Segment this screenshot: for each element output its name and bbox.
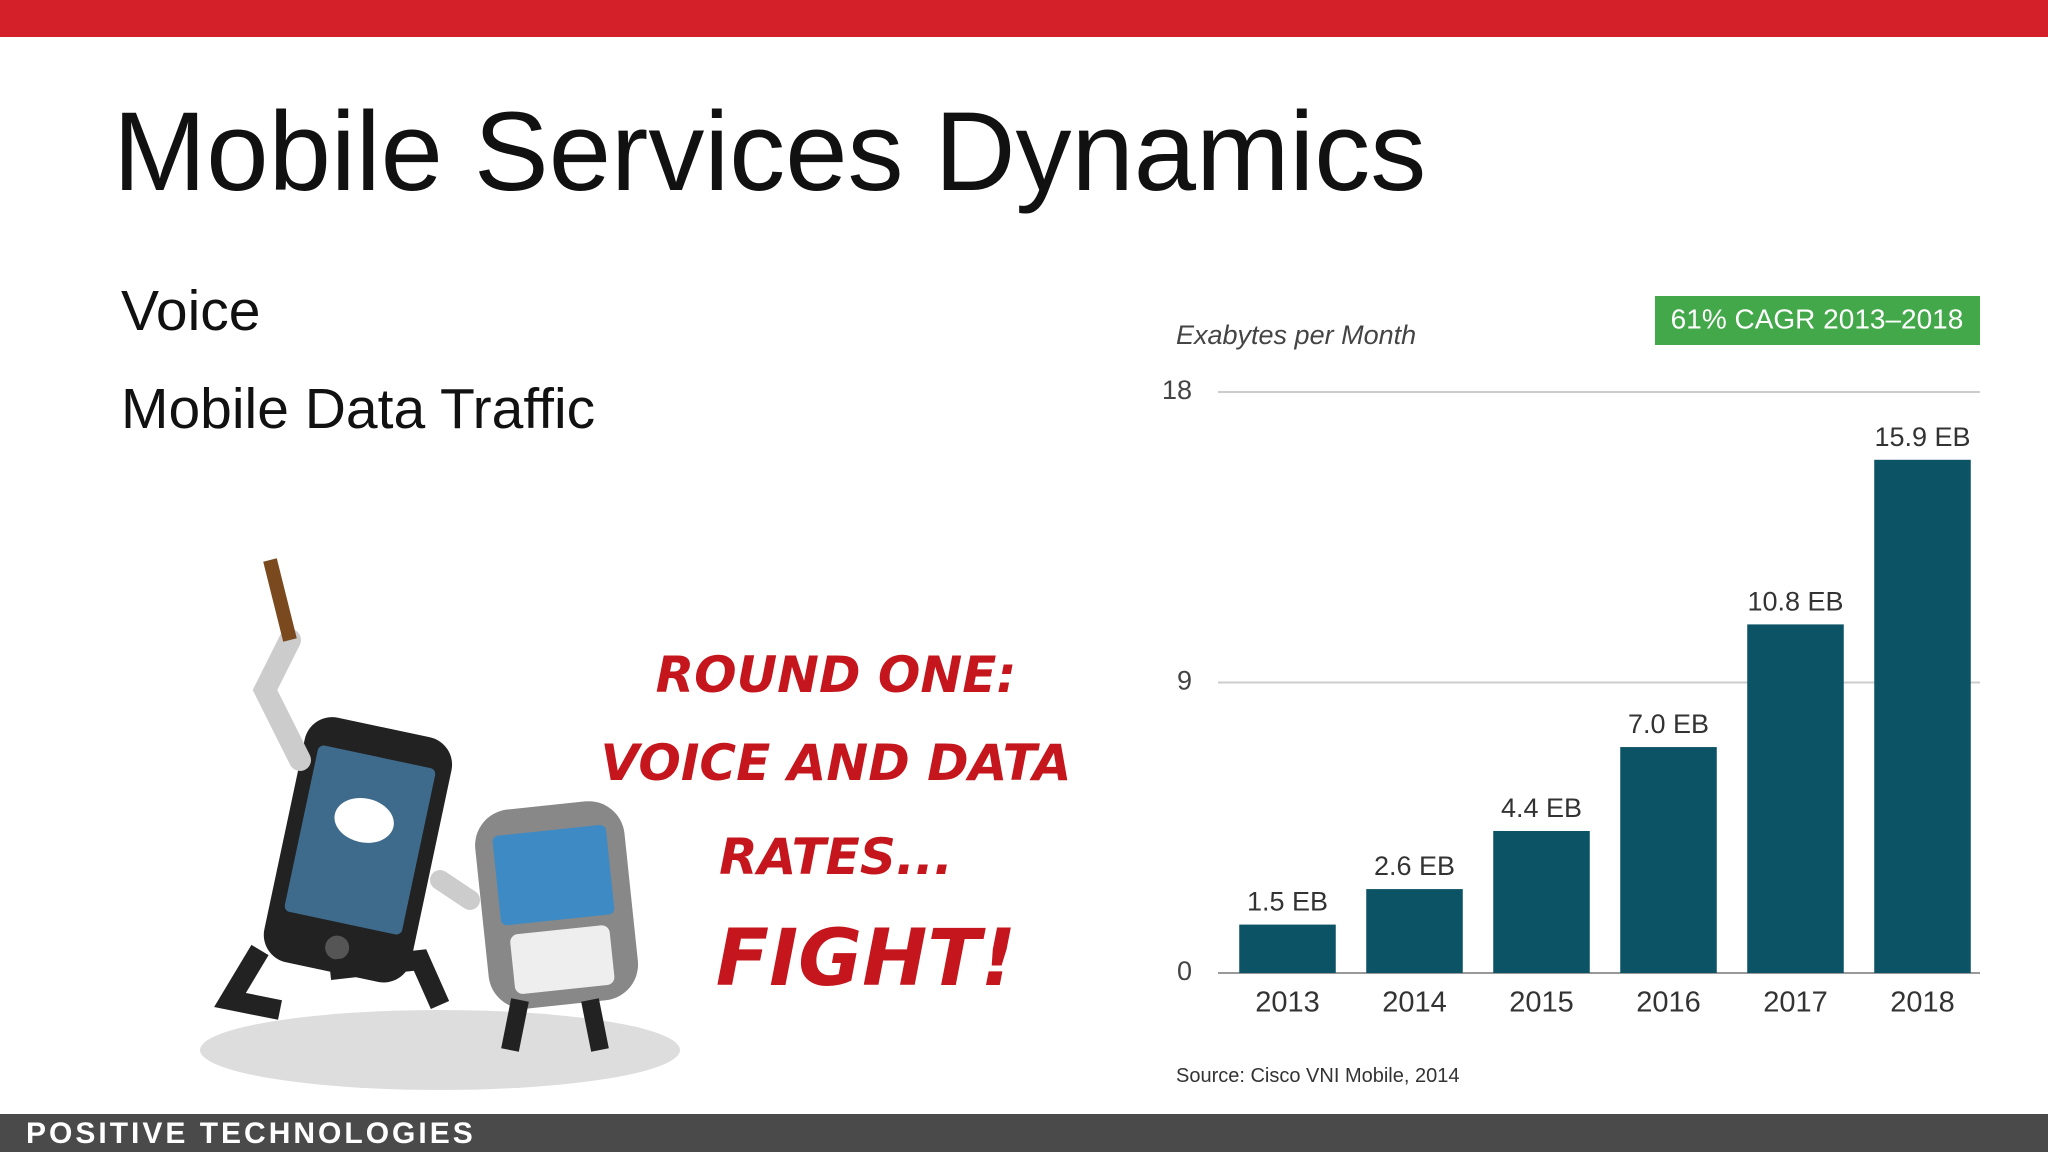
bar [1366, 889, 1463, 973]
source: Source: Cisco VNI Mobile, 2014 [1176, 1065, 1459, 1087]
x-tick-label: 2018 [1890, 987, 1955, 1019]
value-label: 15.9 EB [1874, 422, 1970, 452]
chart: Exabytes per Month 61% CAGR 2013–2018 So… [1162, 296, 1980, 1087]
bullet: Voice [121, 279, 260, 343]
value-label: 7.0 EB [1628, 709, 1709, 739]
x-tick-label: 2016 [1636, 987, 1701, 1019]
cartoon-text: FIGHT! [716, 914, 1016, 1004]
x-tick-label: 2015 [1509, 987, 1574, 1019]
y-tick-label: 0 [1177, 956, 1192, 986]
bar [1493, 830, 1590, 973]
cartoon: ROUND ONE: VOICE AND DATA RATES... FIGHT… [200, 558, 1072, 1090]
top-band [0, 0, 2048, 37]
bar [1874, 459, 1971, 973]
slide-title: Mobile Services Dynamics [113, 89, 1426, 214]
value-label: 4.4 EB [1501, 793, 1582, 823]
y-axis-label: Exabytes per Month [1176, 320, 1416, 350]
cartoon-text: ROUND ONE: [656, 646, 1017, 704]
footer-text: POSITIVE TECHNOLOGIES [26, 1117, 476, 1150]
x-tick-label: 2013 [1255, 987, 1320, 1019]
cartoon-text: VOICE AND DATA [601, 734, 1072, 792]
bar [1620, 747, 1717, 973]
y-tick-label: 18 [1162, 375, 1192, 405]
value-label: 1.5 EB [1247, 887, 1328, 917]
annotation: 61% CAGR 2013–2018 [1671, 303, 1964, 334]
value-label: 2.6 EB [1374, 851, 1455, 881]
x-tick-label: 2014 [1382, 987, 1447, 1019]
footer-band [0, 1114, 2048, 1152]
y-tick-label: 9 [1177, 666, 1192, 696]
x-tick-label: 2017 [1763, 987, 1828, 1019]
value-label: 10.8 EB [1747, 586, 1843, 616]
bar [1747, 624, 1844, 973]
cartoon-text: RATES... [719, 828, 953, 886]
bar [1239, 924, 1336, 973]
bullet: Mobile Data Traffic [121, 377, 595, 441]
annotation-badge [1655, 296, 1980, 345]
